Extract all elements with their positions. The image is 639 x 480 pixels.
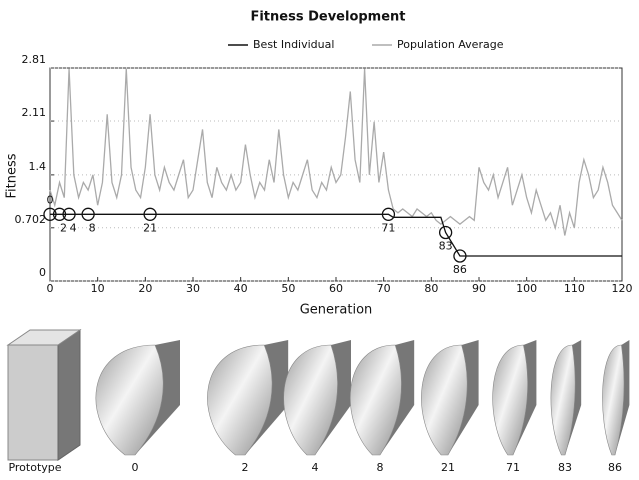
x-tick-label: 70 — [377, 282, 391, 295]
shape-surface — [95, 344, 164, 456]
highlight-label: 4 — [70, 221, 77, 234]
gallery-label: Prototype — [8, 461, 61, 474]
x-tick-label: 20 — [138, 282, 152, 295]
x-tick-label: 30 — [186, 282, 200, 295]
series-line — [50, 213, 622, 257]
highlight-label: 83 — [439, 239, 453, 252]
y-tick-label: 2.11 — [22, 106, 47, 119]
highlight-label: 86 — [453, 263, 467, 276]
legend-label: Population Average — [397, 38, 504, 51]
highlight-marker — [81, 207, 95, 221]
shape-surface — [207, 344, 273, 456]
gallery-label: 21 — [441, 461, 455, 474]
series-line — [49, 68, 623, 236]
x-axis-title: Generation — [300, 303, 373, 318]
highlight-marker — [62, 207, 76, 221]
x-tick-label: 110 — [564, 282, 585, 295]
gallery-label: 0 — [132, 461, 139, 474]
highlight-label: 0 — [47, 193, 54, 206]
highlight-marker — [381, 207, 396, 221]
legend-label: Best Individual — [253, 38, 334, 51]
x-tick-label: 90 — [472, 282, 486, 295]
highlight-label: 71 — [381, 221, 395, 234]
x-tick-label: 10 — [91, 282, 105, 295]
gallery-label: 71 — [506, 461, 520, 474]
highlight-label: 2 — [60, 221, 67, 234]
highlight-marker — [143, 207, 157, 221]
x-tick-label: 50 — [281, 282, 295, 295]
plot-frame — [49, 67, 623, 282]
highlight-label: 21 — [143, 221, 157, 234]
x-tick-label: 80 — [424, 282, 438, 295]
y-axis-title: Fitness — [5, 153, 20, 198]
shape-surface — [349, 344, 402, 456]
gallery-label: 8 — [377, 461, 384, 474]
x-tick-label: 60 — [329, 282, 343, 295]
gallery-label: 86 — [608, 461, 622, 474]
shape-surface — [283, 344, 338, 456]
gallery-label: 83 — [558, 461, 572, 474]
shape-surface — [550, 344, 576, 456]
shape-surface — [602, 344, 625, 456]
y-tick-label: 0.702 — [15, 213, 47, 226]
gallery-label: 4 — [312, 461, 319, 474]
y-tick-label: 1.4 — [29, 160, 47, 173]
highlight-marker — [438, 225, 453, 240]
chart-title: Fitness Development — [250, 10, 405, 25]
highlight-label: 8 — [89, 221, 96, 234]
highlight-marker — [453, 249, 467, 263]
highlight-marker — [52, 207, 67, 221]
x-tick-label: 120 — [612, 282, 633, 295]
x-tick-label: 100 — [516, 282, 537, 295]
y-tick-label: 0 — [39, 266, 46, 279]
x-tick-label: 0 — [47, 282, 54, 295]
prototype-shape — [6, 329, 82, 461]
highlight-marker — [43, 207, 57, 221]
gallery-label: 2 — [242, 461, 249, 474]
x-tick-label: 40 — [234, 282, 248, 295]
shape-surface — [421, 344, 468, 456]
y-tick-label: 2.81 — [22, 53, 47, 66]
shape-surface — [492, 344, 528, 456]
